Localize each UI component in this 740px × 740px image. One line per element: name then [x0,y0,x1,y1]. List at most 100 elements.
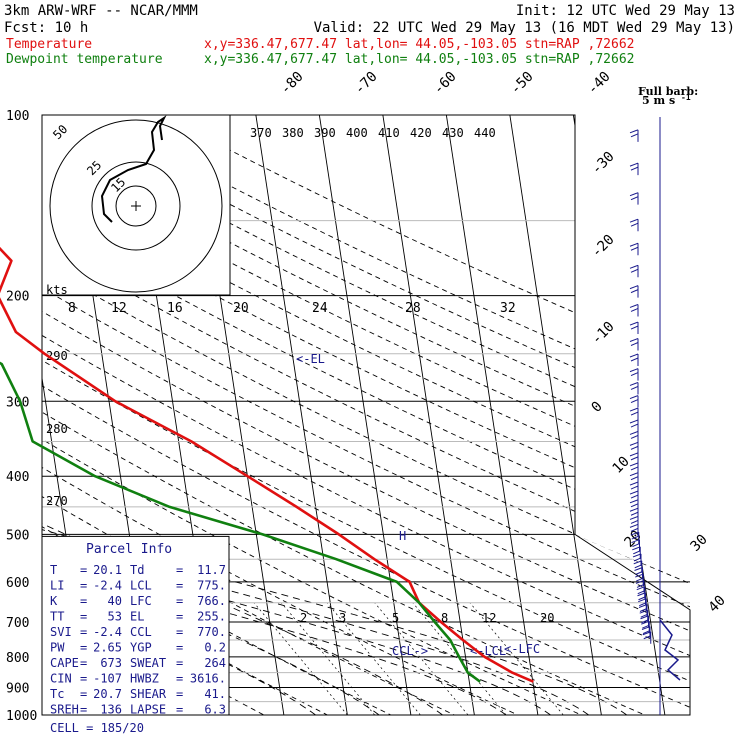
parcel-eq: = [176,563,183,577]
barb-flag [635,573,644,578]
barb-flag [630,445,639,450]
theta-label-2: 390 [314,126,336,140]
barb-flag [630,476,639,481]
barb-flag [629,507,639,512]
barb-flag [635,571,643,575]
barb-flag [630,289,639,294]
speed-label-1: 12 [111,301,127,316]
parcel-eq: = [176,703,183,717]
barb-flag [643,635,651,640]
barb-flag [630,411,639,416]
barb-flag [630,325,639,330]
barb-flag [639,609,648,614]
barb-flag [636,586,645,591]
parcel-eq: = [80,594,87,608]
barb-flag [636,577,644,582]
hodograph [41,114,231,296]
parcel-key: K [50,594,58,608]
parcel-val: 0.2 [204,641,226,655]
isotherm-label-10: 20 [622,528,645,551]
barb-flag [629,490,639,495]
barb-flag [629,395,639,400]
barb-flag [636,583,645,588]
barb-flag [630,196,639,201]
barb-flag [629,129,639,134]
level-marker-4: H [399,529,406,543]
barb-flag [632,543,640,548]
isotherm-20 [445,115,539,715]
barb-flag [629,303,639,308]
isotherm-label-11: 30 [688,532,711,555]
parcel-key: EL [130,610,144,624]
hodo-trace [100,115,167,223]
parcel-key: LAPSE [130,703,166,717]
parcel-val: 40 [108,594,122,608]
parcel-val: -2.4 [93,579,122,593]
barb-flag [640,615,649,620]
barb-flag [629,452,639,457]
mixing-ratio-label-0: 2 [300,611,307,625]
parcel-key: LFC [130,594,152,608]
barb-flag [630,372,639,377]
barb-flag [630,434,639,439]
parcel-eq: = [80,579,87,593]
isotherm-label-9: 10 [610,454,633,477]
pressure-label-400: 400 [6,470,29,485]
barb-flag [631,539,640,544]
level-marker-3: CCL-> [392,644,428,658]
barb-flag [629,523,639,528]
barb-legend-value: 5 m s [642,94,675,107]
isotherm-label-5: -30 [589,149,618,178]
pressure-label-300: 300 [6,395,29,410]
level-marker-1: <-LCL [470,644,506,658]
parcel-eq: = [176,656,183,670]
valid-time: Valid: 22 UTC Wed 29 May 13 (16 MDT Wed … [314,20,735,36]
level-marker-2: <-LFC [504,642,540,656]
pressure-label-800: 800 [6,651,29,666]
hodo-ring-0 [115,185,157,227]
barb-flag [632,546,641,551]
dewpoint-line [0,361,481,683]
isotherm-30 [509,115,602,715]
pressure-label-700: 700 [6,616,29,631]
barb-flag [629,242,639,247]
wind-barbs [629,117,681,715]
barb-flag [633,550,641,555]
barb-cluster [659,619,681,681]
isotherm-40 [572,115,666,715]
isotherm-label-8: 0 [589,399,606,416]
barb-flag [629,462,639,467]
barb-flag [630,511,639,516]
barb-flag [637,592,646,597]
barb-legend-title: Full barb: [638,85,698,98]
parcel-eq: = [80,563,87,577]
legend-temperature: Temperature [6,37,92,52]
barb-flag [630,357,639,362]
mixing-ratio-2 [253,602,348,715]
parcel-key: Tc [50,687,64,701]
isotherm-label-0: -80 [278,69,307,98]
barb-flag [634,564,642,569]
mixing-ratio-8 [374,602,469,715]
parcel-eq: = [80,641,87,655]
parcel-eq: = [176,594,183,608]
parcel-key: YGP [130,641,152,655]
parcel-val: 41. [204,687,226,701]
parcel-val: 6.3 [204,703,226,717]
temperature-line [0,246,534,683]
mixing-ratio-label-4: 12 [482,611,496,625]
barb-flag [630,166,639,171]
isotherm--10 [255,115,348,715]
parcel-key: SVI [50,625,72,639]
barb-flag [641,626,651,631]
parcel-key: PW [50,641,65,655]
pressure-label-200: 200 [6,290,29,305]
hodo-ring-1 [91,161,181,251]
barb-flag [630,246,639,251]
barb-flag [630,531,639,536]
barb-flag [629,368,639,373]
parcel-cell: CELL = 185/20 [50,721,144,735]
parcel-title: Parcel Info [86,542,172,557]
barb-flag [630,399,639,404]
